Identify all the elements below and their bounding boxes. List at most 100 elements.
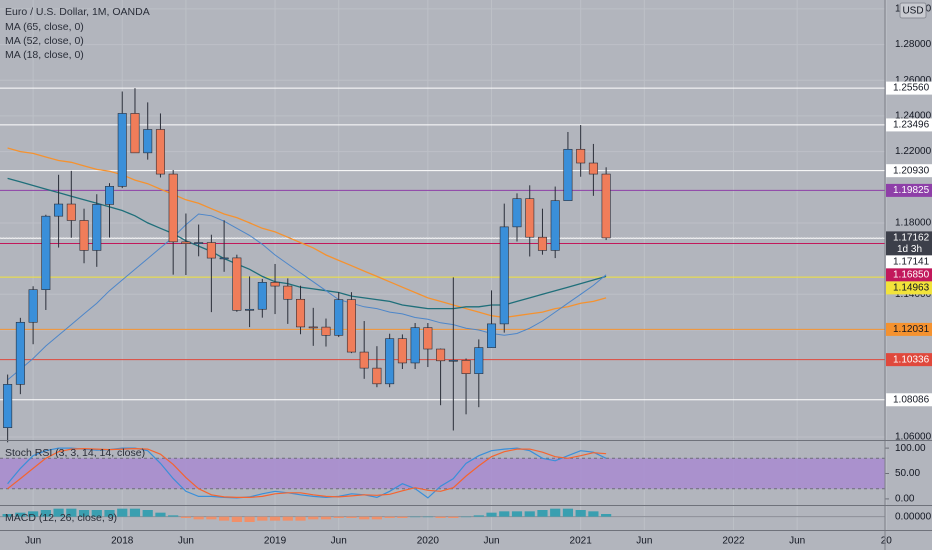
histogram-bar [435, 516, 446, 518]
candle-body [423, 327, 433, 350]
currency-label[interactable]: USD [902, 6, 923, 17]
histogram-bar [499, 511, 510, 517]
histogram-bar [66, 508, 77, 517]
price-label: 1.14963 [893, 283, 930, 294]
candle-body [168, 173, 178, 243]
histogram-bar [244, 516, 255, 522]
price-label: 1.17162 [893, 233, 930, 244]
candle-body [270, 282, 280, 287]
candle-body [296, 298, 306, 328]
histogram-bar [448, 516, 459, 518]
histogram-bar [91, 510, 102, 517]
candle-body [155, 129, 165, 175]
histogram-bar [410, 516, 421, 518]
price-label-box [886, 118, 932, 132]
candle-body [512, 198, 522, 228]
price-label-box [886, 353, 932, 367]
histogram-bar [129, 508, 141, 517]
price-label-box [886, 393, 932, 407]
histogram-bar [460, 516, 472, 518]
histogram-bar [550, 508, 561, 517]
x-tick-label: 20 [881, 536, 893, 547]
candle-body [499, 226, 509, 325]
histogram-bar [2, 514, 13, 517]
y-tick-label: 1.18000 [895, 218, 932, 229]
histogram-bar [524, 511, 535, 517]
legend-ma: MA (52, close, 0) [5, 35, 84, 47]
candle-body [588, 162, 598, 175]
histogram-bar [168, 515, 179, 517]
histogram-bar [231, 516, 242, 522]
candle-body [334, 299, 344, 336]
histogram-bar [180, 516, 192, 518]
x-tick-label: 2022 [722, 536, 745, 547]
price-label: 1.12031 [893, 324, 930, 335]
currency-button[interactable] [899, 2, 927, 19]
candle-body [105, 186, 115, 205]
x-tick-label: 2021 [570, 536, 593, 547]
histogram-bar [257, 516, 268, 521]
candle-body [448, 359, 458, 362]
histogram-bar [193, 516, 204, 520]
y-tick-label: 1.22000 [895, 146, 932, 157]
histogram-bar [473, 515, 484, 517]
histogram-bar [53, 508, 64, 517]
x-tick-label: 2018 [111, 536, 134, 547]
countdown-label: 1d 3h [897, 244, 922, 255]
price-label: 1.08086 [893, 394, 930, 405]
candle-body [525, 198, 535, 238]
histogram-bar [15, 512, 26, 517]
candle-body [601, 173, 611, 239]
candle-body [28, 289, 38, 323]
price-label-box [886, 322, 932, 336]
candle-body [3, 384, 13, 428]
histogram-bar [511, 511, 523, 517]
candle-body [346, 299, 356, 353]
candle-body [537, 236, 547, 251]
candle-body [410, 327, 420, 364]
x-tick-label: Jun [25, 536, 41, 547]
indicator-line [7, 447, 607, 498]
candle-body [487, 323, 497, 348]
histogram-bar [486, 512, 497, 517]
x-tick-label: Jun [331, 536, 347, 547]
y-tick-label: 100.00 [895, 443, 926, 454]
candle-body [308, 326, 318, 329]
histogram-bar [384, 516, 395, 518]
legend-ma: MA (18, close, 0) [5, 49, 84, 61]
price-label: 1.10336 [893, 354, 930, 365]
stoch-band [0, 458, 885, 489]
y-tick-label: 1.14000 [895, 289, 932, 300]
candle-body [283, 285, 293, 300]
x-tick-label: Jun [178, 536, 194, 547]
candle-body [550, 200, 560, 251]
candle-body [321, 326, 331, 336]
candle-body [181, 241, 191, 244]
candle-body [54, 203, 64, 217]
histogram-bar [397, 516, 408, 518]
x-tick-label: 2019 [264, 536, 287, 547]
x-tick-label: Jun [789, 536, 805, 547]
candle-body [15, 321, 25, 385]
candle-body [117, 113, 127, 187]
x-tick-label: 2020 [417, 536, 440, 547]
legend-ma: MA (65, close, 0) [5, 21, 84, 33]
histogram-bar [308, 516, 319, 520]
candle-body [219, 257, 229, 260]
histogram-bar [269, 516, 281, 521]
candle-body [130, 113, 140, 154]
price-label-box [886, 255, 932, 269]
histogram-bar [359, 516, 370, 520]
price-label: 1.17141 [893, 257, 930, 268]
histogram-bar [155, 512, 166, 517]
candle-body [206, 242, 216, 259]
candle-body [66, 203, 76, 221]
indicator-line [7, 213, 607, 381]
price-label: 1.23496 [893, 120, 930, 131]
candle-body [41, 215, 51, 290]
macd-title: MACD (12, 26, close, 9) [5, 512, 117, 524]
candle-body [245, 308, 255, 311]
histogram-bar [219, 516, 230, 521]
